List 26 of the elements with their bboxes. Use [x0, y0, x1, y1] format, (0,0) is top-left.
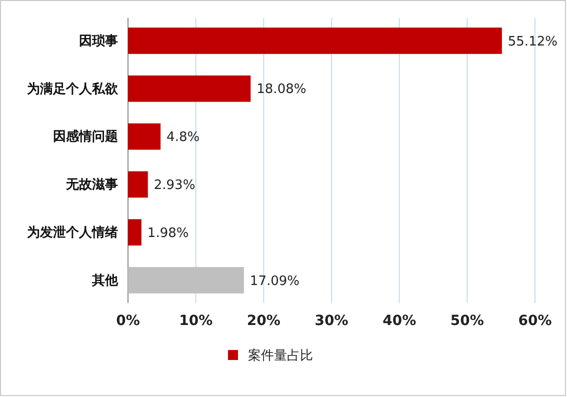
y-tick-label: 其他	[91, 273, 119, 288]
data-label: 18.08%	[256, 82, 306, 98]
bar	[128, 75, 251, 102]
legend-label: 案件量占比	[248, 348, 313, 364]
bar	[128, 219, 142, 246]
x-tick-label: 20%	[246, 312, 280, 329]
data-label: 2.93%	[154, 178, 196, 193]
data-label: 4.8%	[166, 130, 200, 146]
bar	[128, 28, 502, 54]
x-tick-label: 60%	[518, 312, 552, 329]
bar	[128, 123, 161, 150]
data-label: 1.98%	[147, 226, 189, 241]
x-tick-label: 40%	[382, 312, 416, 329]
bar	[128, 171, 148, 198]
y-tick-label: 无故滋事	[65, 178, 118, 193]
y-tick-label: 因琐事	[79, 34, 118, 49]
y-tick-label: 因感情问题	[53, 128, 118, 145]
y-tick-label: 为发泄个人情绪	[27, 226, 118, 241]
bar	[128, 267, 244, 294]
data-label: 55.12%	[508, 34, 558, 50]
data-label: 17.09%	[250, 274, 300, 289]
x-tick-label: 0%	[116, 312, 140, 329]
y-tick-label: 为满足个人私欲	[27, 82, 119, 97]
x-tick-label: 10%	[179, 312, 213, 329]
x-tick-label: 30%	[314, 312, 348, 329]
x-tick-label: 50%	[450, 312, 484, 329]
